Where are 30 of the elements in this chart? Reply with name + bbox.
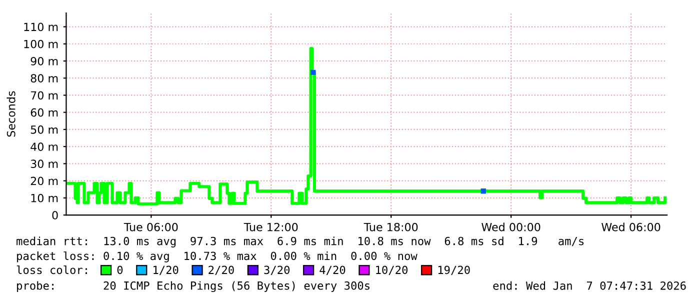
legend-label: 10/20 <box>376 266 408 275</box>
y-tick-label: 60 m <box>30 108 58 117</box>
y-tick-label: 50 m <box>30 125 58 134</box>
y-tick-label: 30 m <box>30 160 58 168</box>
y-axis-title: Seconds <box>6 91 16 137</box>
x-tick-label: Tue 12:00 <box>244 222 298 232</box>
x-tick-label: Wed 00:00 <box>482 222 540 232</box>
y-tick-label: 10 m <box>31 194 58 202</box>
y-tick-label: 100 m <box>24 40 58 48</box>
x-tick-label: Tue 18:00 <box>364 222 418 232</box>
text: probe: 20 ICMP Echo Pings (56 Bytes) every 300s <box>17 281 370 292</box>
y-tick-label: 90 m <box>30 56 58 66</box>
y-tick-label: 70 m <box>30 91 58 100</box>
y-tick-label: 110 m <box>24 22 58 32</box>
text: packet loss: 0.10 % avg 10.73 % max 0.00 % min 0.00 % now <box>17 251 418 262</box>
x-tick-label: Tue 06:00 <box>124 222 178 232</box>
text: end: Wed Jan 7 07:47:31 2026 <box>493 281 686 290</box>
y-tick-label: 40 m <box>30 142 58 151</box>
legend-title: loss color: <box>16 265 87 274</box>
text: median rtt: 13.0 ms avg 97.3 ms max 6.9 ms min 10.8 ms now 6.8 ms sd 1.9 am/s <box>16 236 584 248</box>
y-tick-label: 20 m <box>30 176 58 186</box>
y-tick-label: 80 m <box>30 74 58 82</box>
y-tick-label: 0 <box>52 211 58 220</box>
legend-label: 3/20 <box>264 266 290 275</box>
legend-label: 19/20 <box>438 266 470 275</box>
legend-label: 1/20 <box>154 266 178 275</box>
legend-label: 0 <box>117 266 123 274</box>
legend-label: 4/20 <box>320 266 346 275</box>
x-tick-label: Wed 06:00 <box>602 222 660 232</box>
legend-label: 2/20 <box>208 266 234 275</box>
